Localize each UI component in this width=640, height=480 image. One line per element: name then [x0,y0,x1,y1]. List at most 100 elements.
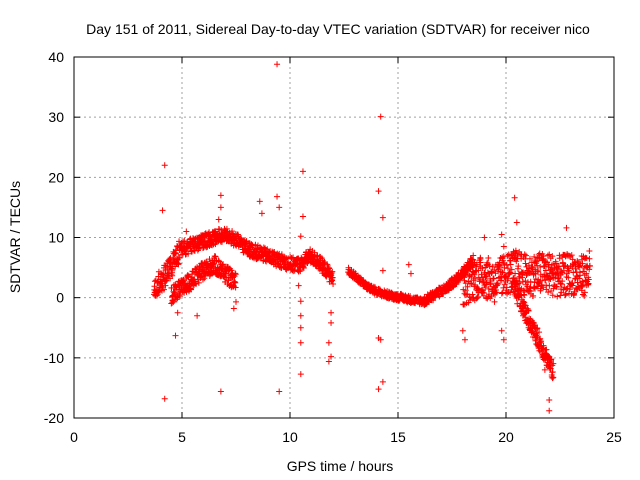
data-point [541,262,548,269]
outlier-point [295,282,302,289]
outlier-point [483,261,490,268]
outlier-point [328,309,335,316]
data-point [579,260,586,267]
y-tick-labels: -20 -10 0 10 20 30 40 [44,49,64,426]
outlier-point [217,192,224,199]
y-tick-label: 0 [56,290,64,306]
axis-ticks [73,56,615,419]
data-point [466,293,473,300]
data-point [531,322,538,329]
outlier-point [274,193,281,200]
data-point [468,274,475,281]
outlier-point [546,407,553,414]
data-point [503,262,510,269]
data-point [520,298,527,305]
outlier-point [256,198,263,205]
outlier-point [375,188,382,195]
data-point [477,259,484,266]
data-point [483,273,490,280]
data-point [515,263,522,270]
data-point [163,277,170,284]
data-point [536,278,543,285]
data-point [527,278,534,285]
data-point [500,260,507,267]
data-point [185,250,192,257]
data-point [546,251,553,258]
outlier-point [194,312,201,319]
data-point [174,259,181,266]
outlier-point [258,210,265,217]
data-point [328,269,335,276]
data-point [462,291,469,298]
data-point [537,277,544,284]
data-point [436,293,443,300]
data-point [176,291,183,298]
outlier-point [161,162,168,169]
data-point [540,342,547,349]
data-point [297,268,304,275]
data-point [553,283,560,290]
data-point [547,365,554,372]
outlier-point [297,339,304,346]
data-point [175,260,182,267]
data-point [176,254,183,261]
data-point [569,280,576,287]
x-tick-label: 25 [606,429,622,445]
data-point [522,302,529,309]
data-point [472,281,479,288]
data-point [565,290,572,297]
data-point [505,275,512,282]
data-point [525,307,532,314]
data-point [248,241,255,248]
data-point [536,329,543,336]
data-point [507,289,514,296]
x-tick-labels: 0 5 10 15 20 25 [70,429,622,445]
data-point [487,280,494,287]
outlier-point [217,204,224,211]
data-point [576,269,583,276]
data-point [319,270,326,277]
data-point [580,268,587,275]
data-point [568,252,575,259]
data-point [499,269,506,276]
data-point [554,293,561,300]
data-point [518,292,525,299]
data-point [531,253,538,260]
data-point [282,256,289,263]
data-point [583,270,590,277]
data-point [475,293,482,300]
data-point [486,263,493,270]
outlier-point [276,204,283,211]
x-axis-label: GPS time / hours [287,458,394,474]
outlier-point [233,298,239,305]
data-point [586,266,593,273]
y-tick-label: 30 [48,109,64,125]
data-point [491,266,498,273]
outlier-point [461,336,468,343]
data-point [329,274,336,281]
data-point [490,290,497,297]
data-point [586,255,593,262]
outlier-point [563,224,570,231]
data-point [499,268,505,275]
data-point [220,261,227,268]
data-point [532,337,539,344]
data-point [223,225,230,232]
data-point [576,275,583,282]
data-point [534,333,541,340]
data-point [462,271,469,278]
outlier-point [405,261,412,268]
outlier-point [498,231,505,238]
data-point [198,273,205,280]
data-point [465,267,472,274]
data-point [151,283,158,290]
data-point [206,256,213,263]
data-point [575,263,582,270]
data-point [246,247,253,254]
data-point [510,278,517,285]
data-point [162,282,169,289]
data-point [522,260,529,267]
data-point [207,233,214,240]
outlier-point [297,371,304,378]
outlier-point [172,332,179,339]
